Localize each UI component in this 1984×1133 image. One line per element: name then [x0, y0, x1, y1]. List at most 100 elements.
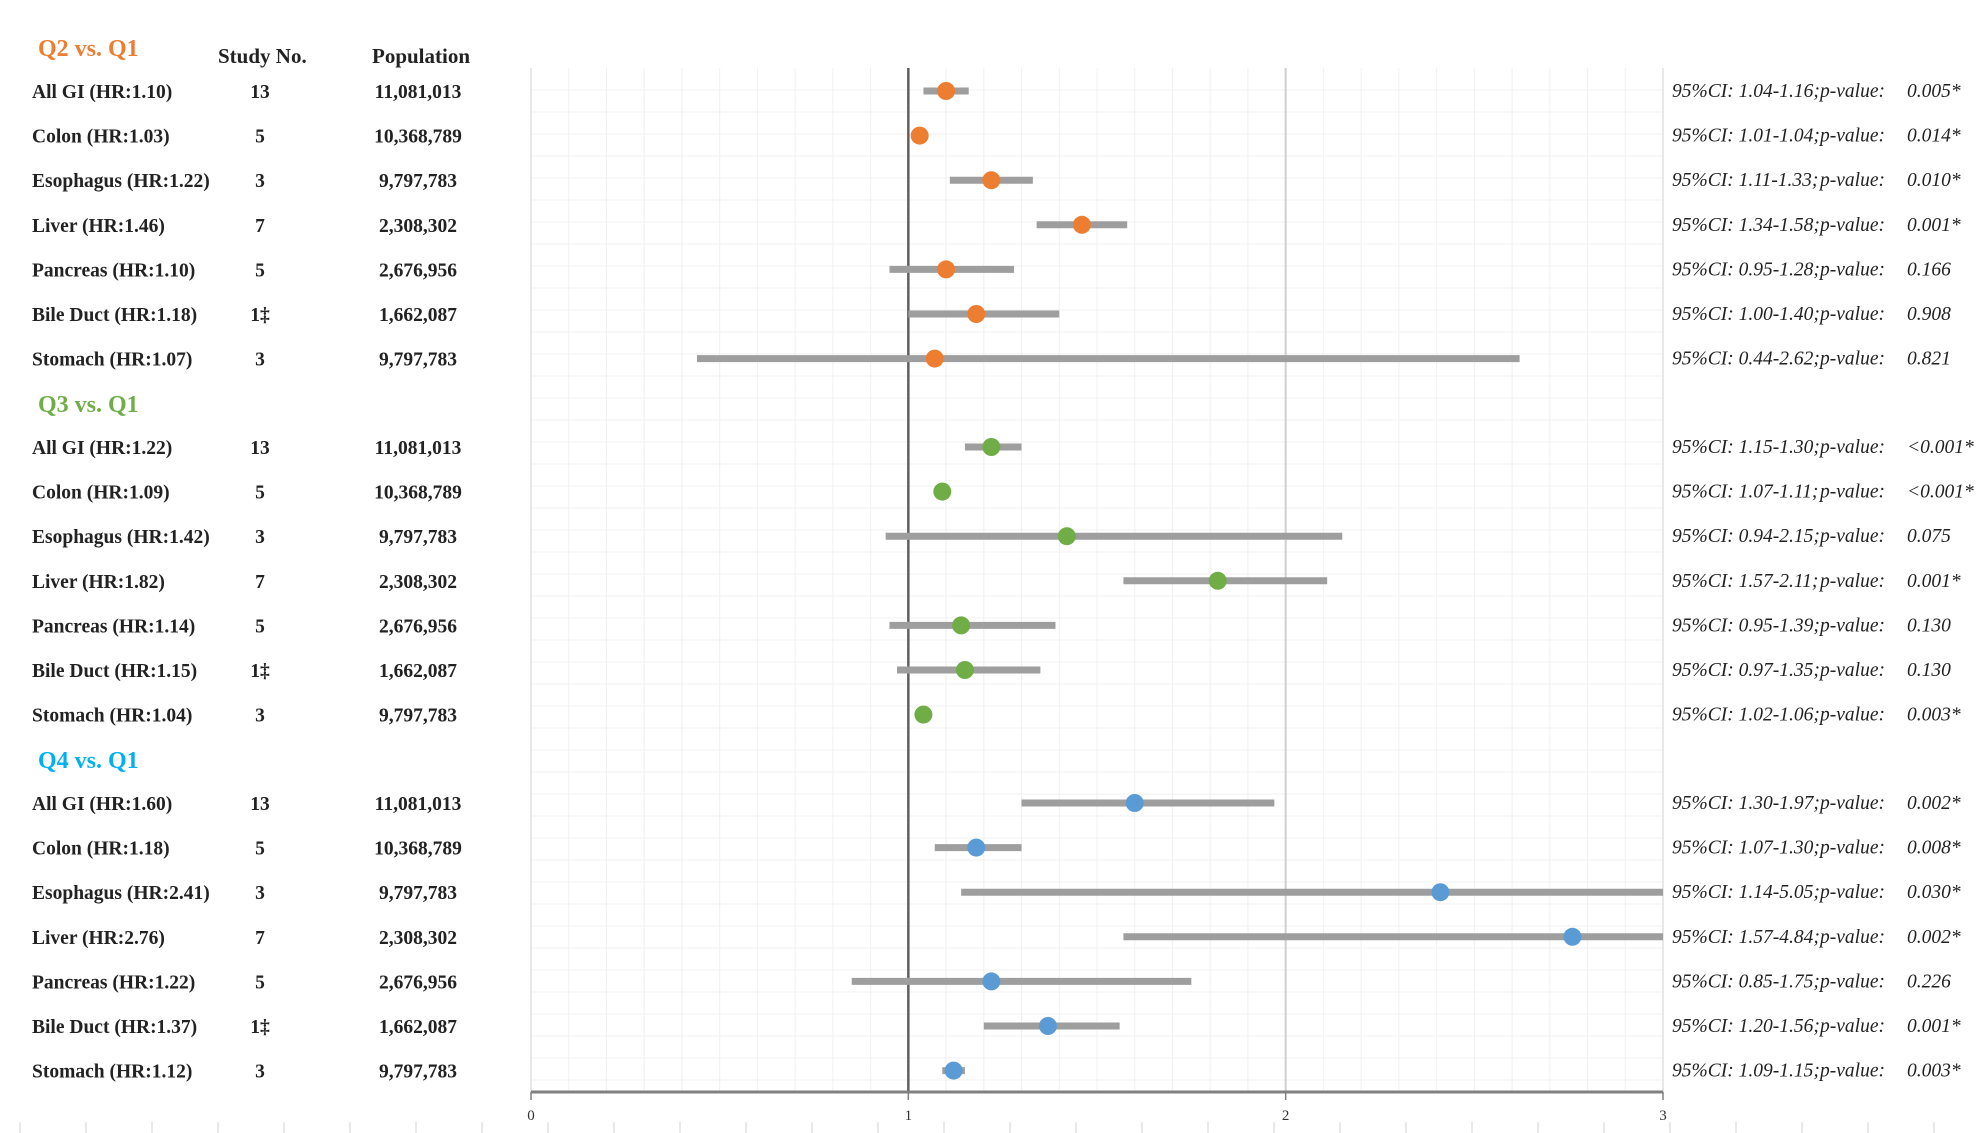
row-population: 9,797,783 [379, 350, 457, 371]
row-study-no: 3 [255, 350, 265, 371]
row-p-label: p-value: [1818, 170, 1885, 191]
row-p-label: p-value: [1818, 571, 1885, 592]
row-population: 10,368,789 [374, 127, 462, 148]
hr-point [937, 260, 956, 279]
row-label: Bile Duct (HR:1.15) [32, 661, 197, 682]
row-p-value: 0.130 [1907, 615, 1951, 636]
row-p-value: <0.001* [1907, 437, 1974, 458]
hr-point [1563, 927, 1582, 946]
row-population: 11,081,013 [375, 82, 462, 103]
row-p-label: p-value: [1818, 526, 1885, 547]
row-label: Stomach (HR:1.12) [32, 1062, 192, 1083]
row-p-label: p-value: [1818, 615, 1885, 636]
row-study-no: 7 [255, 216, 265, 237]
row-study-no: 5 [255, 127, 265, 148]
row-label: Colon (HR:1.03) [32, 127, 170, 148]
row-p-label: p-value: [1818, 927, 1885, 948]
row-p-label: p-value: [1818, 215, 1885, 236]
row-p-label: p-value: [1818, 437, 1885, 458]
row-p-label: p-value: [1818, 882, 1885, 903]
row-study-no: 3 [255, 171, 265, 192]
x-tick-label: 1 [905, 1108, 913, 1124]
row-p-label: p-value: [1818, 1016, 1885, 1037]
row-population: 10,368,789 [374, 483, 462, 504]
row-study-no: 5 [255, 260, 265, 281]
row-p-label: p-value: [1818, 705, 1885, 726]
row-study-no: 5 [255, 972, 265, 993]
plot-gridlines [530, 68, 1664, 1092]
header-study-no: Study No. [218, 44, 307, 68]
row-population: 11,081,013 [375, 794, 462, 815]
row-label: Pancreas (HR:1.10) [32, 260, 195, 281]
row-p-value: 0.166 [1907, 259, 1951, 280]
row-label: Stomach (HR:1.04) [32, 706, 192, 727]
row-p-label: p-value: [1818, 838, 1885, 859]
header-population: Population [372, 44, 470, 68]
row-p-value: 0.001* [1907, 571, 1961, 592]
row-population: 2,308,302 [379, 928, 457, 949]
row-population: 2,308,302 [379, 572, 457, 593]
row-study-no: 7 [255, 572, 265, 593]
row-label: Stomach (HR:1.07) [32, 350, 192, 371]
row-ci-text: 95%CI: 1.57-2.11; [1672, 571, 1818, 592]
group-title: Q2 vs. Q1 [38, 36, 139, 62]
row-ci-text: 95%CI: 0.94-2.15; [1672, 526, 1820, 547]
group-title: Q3 vs. Q1 [38, 392, 139, 418]
row-population: 2,676,956 [379, 616, 457, 637]
row-ci-text: 95%CI: 1.07-1.11; [1672, 482, 1818, 503]
hr-point [914, 705, 933, 724]
hr-point [982, 171, 1001, 190]
row-p-value: 0.075 [1907, 526, 1951, 547]
hr-point [1038, 1017, 1057, 1035]
row-ci-text: 95%CI: 1.04-1.16; [1672, 81, 1820, 102]
row-p-value: 0.130 [1907, 660, 1951, 681]
row-study-no: 3 [255, 527, 265, 548]
row-study-no: 13 [250, 82, 270, 103]
row-study-no: 1‡ [250, 1017, 270, 1038]
row-p-value: 0.005* [1907, 81, 1961, 102]
table-columns: Study No. Population Q2 vs. Q1 All GI (HR… [32, 36, 1974, 1083]
row-ci-text: 95%CI: 1.15-1.30; [1672, 437, 1820, 458]
hr-point [952, 616, 971, 635]
row-study-no: 7 [255, 928, 265, 949]
row-label: Bile Duct (HR:1.18) [32, 305, 197, 326]
row-population: 2,308,302 [379, 216, 457, 237]
row-p-label: p-value: [1818, 349, 1885, 370]
hr-point [1208, 571, 1227, 590]
x-tick-label: 0 [527, 1108, 535, 1124]
row-label: Esophagus (HR:1.22) [32, 171, 210, 192]
row-study-no: 3 [255, 1062, 265, 1083]
row-ci-text: 95%CI: 0.97-1.35; [1672, 660, 1820, 681]
row-label: All GI (HR:1.60) [32, 794, 172, 815]
row-p-label: p-value: [1818, 304, 1885, 325]
row-label: Esophagus (HR:1.42) [32, 527, 210, 548]
row-p-value: 0.821 [1907, 349, 1951, 370]
row-label: Bile Duct (HR:1.37) [32, 1017, 197, 1038]
row-p-value: 0.226 [1907, 971, 1951, 992]
row-population: 9,797,783 [379, 527, 457, 548]
hr-point [937, 82, 956, 100]
row-study-no: 13 [250, 794, 270, 815]
hr-point [967, 838, 986, 857]
row-p-value: 0.002* [1907, 793, 1961, 814]
row-p-value: 0.002* [1907, 927, 1961, 948]
row-ci-text: 95%CI: 0.85-1.75; [1672, 971, 1820, 992]
row-ci-text: 95%CI: 1.09-1.15; [1672, 1061, 1820, 1082]
x-axis: 0 1 2 3 [19, 68, 1935, 1133]
row-p-label: p-value: [1818, 126, 1885, 147]
row-population: 1,662,087 [379, 1017, 457, 1038]
hr-point [933, 482, 952, 501]
row-p-value: 0.001* [1907, 1016, 1961, 1037]
row-label: Esophagus (HR:2.41) [32, 883, 210, 904]
row-label: Liver (HR:1.46) [32, 216, 165, 237]
row-label: All GI (HR:1.22) [32, 438, 172, 459]
plot-marks [697, 82, 1663, 1080]
row-population: 9,797,783 [379, 883, 457, 904]
row-study-no: 5 [255, 616, 265, 637]
row-p-label: p-value: [1818, 793, 1885, 814]
row-label: Liver (HR:1.82) [32, 572, 165, 593]
row-ci-text: 95%CI: 1.00-1.40; [1672, 304, 1820, 325]
hr-point [1431, 883, 1450, 902]
row-label: Colon (HR:1.18) [32, 839, 170, 860]
row-population: 1,662,087 [379, 661, 457, 682]
